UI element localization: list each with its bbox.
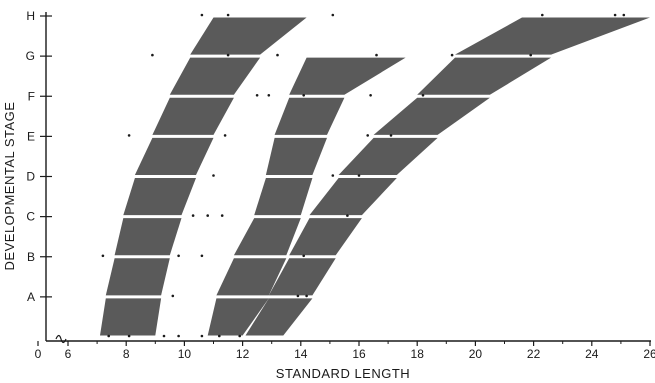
data-point [331,174,335,177]
band-series-2-D-E [265,137,327,175]
data-point [212,174,215,177]
band-series-1-B-C [114,218,182,256]
data-point [267,94,271,97]
band-series-2-B-C [233,218,301,256]
band-series-3-A0-A [245,298,313,336]
band-series-3-C-D [309,178,397,216]
data-point [357,174,361,177]
y-tick-label: H [26,9,35,23]
data-point [529,53,532,57]
points-layer [101,13,626,338]
band-series-3-E-F [373,97,490,135]
y-ticks: A B C D E F G H [26,9,52,304]
data-point [346,214,349,217]
band-series-3-A-B [268,258,336,296]
band-series-2-E-F [274,97,345,135]
data-point [369,94,372,97]
y-tick-label: B [27,250,35,264]
x-axis-break-mark [55,334,67,344]
y-tick-label: C [26,210,35,224]
band-series-3-G-H [455,17,650,55]
band-series-2-A-B [216,258,287,296]
x-tick-label: 26 [643,347,655,361]
data-point [223,134,227,137]
data-point [450,53,454,57]
band-series-1-A0-A [100,298,162,336]
data-point [200,334,204,338]
y-tick-label: A [27,290,35,304]
y-tick-label: G [26,49,35,63]
x-tick-label: 0 [35,347,42,361]
x-tick-label: 22 [527,347,541,361]
x-tick-label: 12 [236,347,250,361]
data-point [200,13,204,17]
data-point [276,53,279,57]
y-tick-label: D [26,170,35,184]
x-ticks: 0 6 8 10 12 14 16 18 20 22 24 26 [35,341,655,361]
data-point [238,334,241,338]
data-point [220,214,224,217]
band-series-2-A0-A [207,298,269,336]
data-point [127,334,131,338]
band-series-1-C-D [123,178,196,216]
data-point [107,334,110,338]
data-point [421,94,425,97]
x-tick-label: 18 [411,347,425,361]
data-point [218,334,221,338]
x-tick-label: 14 [294,347,308,361]
x-tick-label: 6 [65,347,72,361]
data-point [171,294,175,298]
x-tick-label: 24 [585,347,599,361]
x-tick-label: 8 [123,347,130,361]
data-point [226,13,230,17]
data-point [541,13,544,17]
band-series-3-D-E [338,137,438,175]
band-series-2-F-G [289,57,406,95]
data-point [127,134,131,137]
data-point [200,254,204,258]
data-point [296,294,300,298]
band-series-1-F-G [169,57,261,95]
band-series-3-F-G [417,57,552,95]
x-tick-label: 16 [352,347,366,361]
data-point [206,214,209,217]
data-point [331,13,335,17]
data-point [613,13,617,17]
y-tick-label: E [27,129,35,143]
data-point [622,13,626,17]
y-axis-title: DEVELOPMENTAL STAGE [2,102,17,271]
band-series-3-B-C [289,218,362,256]
x-axis-title: STANDARD LENGTH [276,366,410,381]
data-point [255,94,259,97]
x-tick-label: 10 [178,347,192,361]
data-point [366,134,370,137]
data-point [191,214,195,217]
data-point [101,254,105,258]
data-point [375,53,378,57]
band-series-2-C-D [254,178,313,216]
band-series-1-A-B [105,258,170,296]
y-tick-label: F [28,89,35,103]
band-series-1-G-H [190,17,307,55]
data-point [302,94,306,97]
band-series-1-E-F [152,97,234,135]
band-series-1-D-E [134,137,214,175]
bands-layer [100,17,650,336]
data-point [151,53,154,57]
data-point [226,53,230,57]
data-point [162,334,166,338]
x-tick-label: 20 [469,347,483,361]
data-point [177,254,180,258]
data-point [305,294,308,298]
data-point [177,334,180,338]
data-point [389,134,393,137]
data-point [302,254,306,258]
